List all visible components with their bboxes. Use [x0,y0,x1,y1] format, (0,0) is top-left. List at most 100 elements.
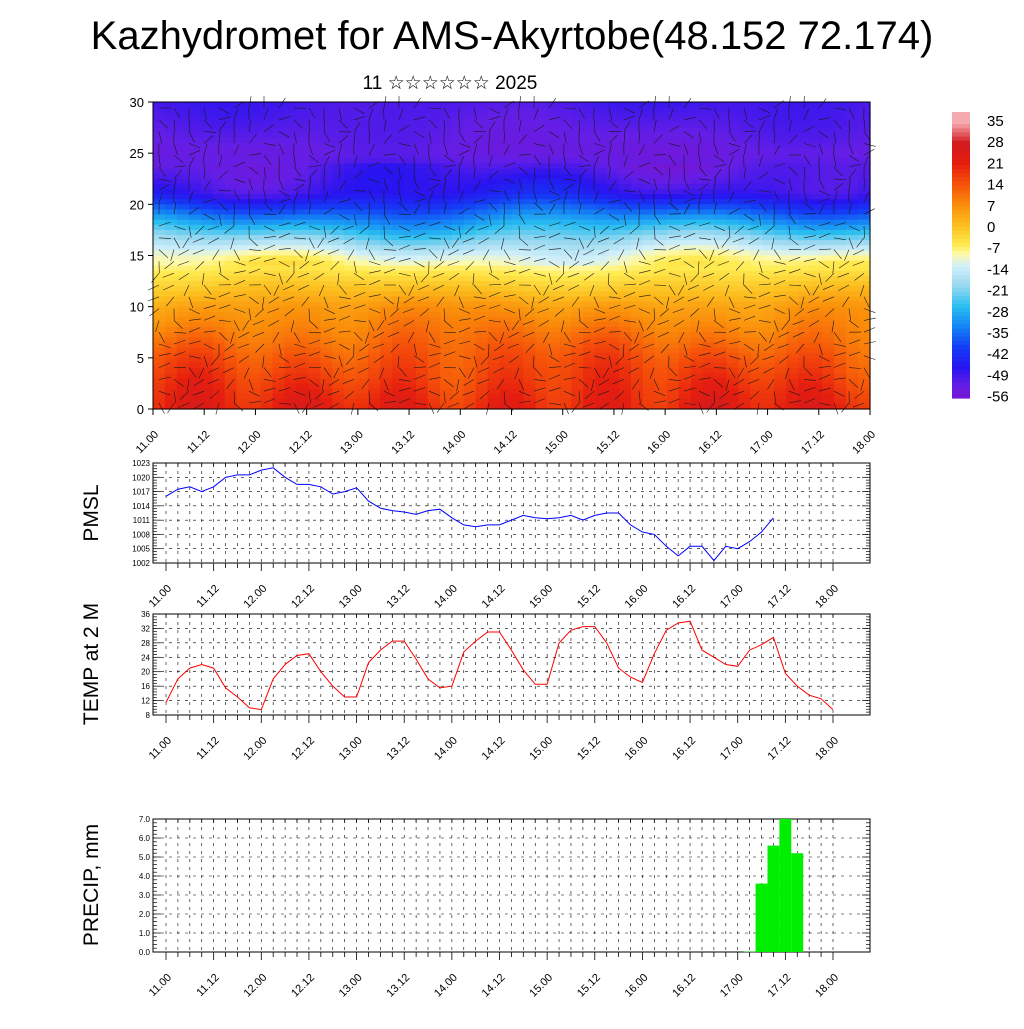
heatmap-cell [404,148,417,154]
heatmap-cell [762,373,775,379]
heatmap-cell [356,394,369,400]
heatmap-cell [404,107,417,113]
heatmap-cell [284,174,297,180]
heatmap-cell [404,368,417,374]
heatmap-cell [440,307,453,313]
heatmap-cell [344,220,357,226]
heatmap-cell [786,225,799,231]
heatmap-cell [392,348,405,354]
heatmap-cell [296,348,309,354]
heatmap-cell [655,276,668,282]
heatmap-cell [739,158,752,164]
heatmap-cell [798,276,811,282]
heatmap-cell [595,112,608,118]
heatmap-cell [751,373,764,379]
heatmap-cell [595,296,608,302]
heatmap-cell [619,317,632,323]
heatmap-cell [559,399,572,405]
heatmap-cell [762,383,775,389]
heatmap-cell [261,240,274,246]
heatmap-cell [739,209,752,215]
heatmap-cell [476,220,489,226]
heatmap-cell [392,281,405,287]
heatmap-cell [810,128,823,134]
heatmap-cell [619,378,632,384]
heatmap-cell [559,373,572,379]
heatmap-cell [751,240,764,246]
heatmap-cell [571,184,584,190]
heatmap-cell [452,307,465,313]
heatmap-cell [356,199,369,205]
heatmap-cell [715,245,728,251]
heatmap-cell [344,389,357,395]
heatmap-cell [559,153,572,159]
heatmap-cell [607,281,620,287]
heatmap-cell [320,266,333,272]
heatmap-cell [547,332,560,338]
colorbar-cell [952,361,970,366]
heatmap-cell [619,122,632,128]
heatmap-cell [583,148,596,154]
heatmap-cell [751,383,764,389]
heatmap-cell [595,363,608,369]
heatmap-cell [595,235,608,241]
heatmap-cell [296,322,309,328]
heatmap-cell [344,199,357,205]
heatmap-cell [535,394,548,400]
pmsl-panel-grid [153,463,870,563]
heatmap-cell [631,230,644,236]
heatmap-cell [177,133,190,139]
heatmap-cell [177,179,190,185]
heatmap-cell [332,163,345,169]
heatmap-cell [715,307,728,313]
heatmap-cell [476,271,489,277]
heatmap-cell [165,194,178,200]
heatmap-cell [201,378,214,384]
heatmap-cell [189,322,202,328]
heatmap-cell [428,383,441,389]
heatmap-cell [416,389,429,395]
heatmap-cell [308,378,321,384]
heatmap-cell [715,281,728,287]
heatmap-cell [452,143,465,149]
heatmap-cell [201,373,214,379]
heatmap-cell [858,399,871,405]
heatmap-cell [523,271,536,277]
heatmap-cell [320,358,333,364]
heatmap-cell [428,312,441,318]
heatmap-cell [165,230,178,236]
heatmap-cell [512,117,525,123]
heatmap-cell [858,153,871,159]
heatmap-cell [296,235,309,241]
heatmap-cell [284,271,297,277]
heatmap-cell [571,348,584,354]
heatmap-cell [189,199,202,205]
heatmap-cell [810,261,823,267]
heatmap-cell [440,128,453,134]
heatmap-cell [344,107,357,113]
heatmap-cell [404,327,417,333]
heatmap-cell [667,368,680,374]
heatmap-cell [500,225,513,231]
heatmap-cell [273,215,286,221]
heatmap-cell [225,353,238,359]
heatmap-cell [344,240,357,246]
heatmap-cell [786,261,799,267]
heatmap-cell [571,235,584,241]
heatmap-cell [786,302,799,308]
heatmap-cell [500,204,513,210]
heatmap-cell [261,138,274,144]
heatmap-cell [607,117,620,123]
heatmap-cell [296,230,309,236]
heatmap-cell [798,240,811,246]
heatmap-cell [595,383,608,389]
heatmap-cell [380,194,393,200]
heatmap-cell [691,148,704,154]
heatmap-cell [201,271,214,277]
heatmap-cell [691,291,704,297]
heatmap-cell [762,337,775,343]
heatmap-cell [356,133,369,139]
heatmap-cell [284,143,297,149]
heatmap-cell [213,158,226,164]
heatmap-cell [512,133,525,139]
